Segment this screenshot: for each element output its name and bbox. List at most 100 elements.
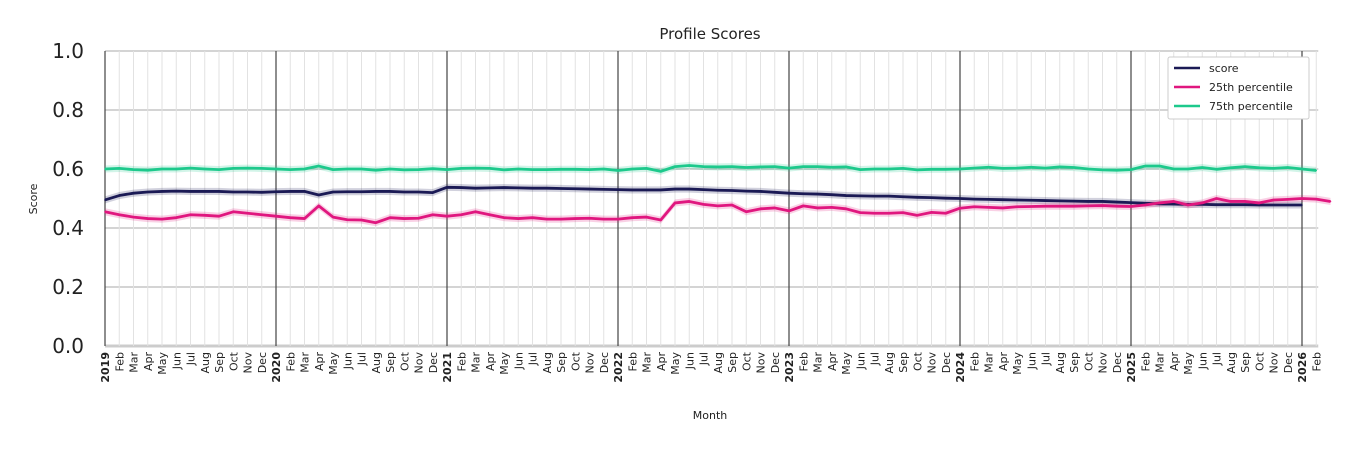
x-tick-label: Jul	[869, 352, 882, 366]
data-point	[389, 216, 391, 219]
data-point	[1115, 201, 1118, 203]
x-tick-label: Nov	[242, 352, 255, 374]
data-point	[845, 208, 847, 210]
data-point	[260, 213, 263, 216]
x-tick-label: Apr	[997, 352, 1010, 372]
data-point	[374, 190, 377, 193]
data-point	[659, 189, 662, 191]
data-point	[260, 191, 263, 194]
data-point	[531, 168, 534, 171]
x-tick-label: Dec	[1282, 352, 1295, 373]
data-point	[674, 188, 676, 190]
data-point	[1016, 205, 1018, 208]
data-point	[731, 165, 733, 168]
data-point	[1187, 168, 1189, 170]
data-point	[688, 188, 691, 190]
y-tick-label: 0.2	[52, 275, 84, 299]
data-point	[916, 169, 919, 171]
data-point	[716, 189, 719, 192]
x-tick-label: 2021	[441, 352, 454, 383]
data-point	[1073, 166, 1075, 169]
data-point	[773, 207, 776, 209]
data-point	[1030, 199, 1033, 202]
data-point	[203, 168, 206, 170]
data-point	[716, 205, 719, 207]
data-point	[446, 186, 448, 189]
data-point	[232, 191, 235, 193]
data-point	[232, 167, 235, 170]
data-point	[374, 221, 377, 224]
data-point	[189, 213, 192, 216]
x-tick-label: Aug	[370, 352, 383, 373]
legend-label-75th: 75th percentile	[1209, 100, 1293, 113]
data-point	[1073, 205, 1075, 207]
data-point	[289, 168, 292, 171]
data-point	[745, 190, 748, 192]
data-point	[346, 168, 349, 170]
data-point	[175, 168, 178, 170]
data-point	[1016, 199, 1018, 201]
x-tick-label: Sep	[384, 352, 397, 373]
data-point	[1101, 204, 1104, 207]
data-point	[1172, 200, 1175, 203]
data-point	[944, 197, 947, 200]
data-point	[545, 187, 548, 189]
data-point	[146, 191, 149, 193]
y-tick-label: 0.6	[52, 157, 84, 181]
x-tick-label: May	[156, 352, 169, 375]
x-tick-label: May	[1182, 352, 1195, 375]
data-point	[816, 165, 819, 168]
x-tick-label: Aug	[199, 352, 212, 373]
data-point	[1286, 166, 1289, 169]
x-tick-label: Aug	[1225, 352, 1238, 373]
x-tick-label: Aug	[712, 352, 725, 373]
data-point	[674, 202, 676, 204]
x-tick-label: Jul	[1040, 352, 1053, 366]
data-point	[317, 194, 320, 196]
y-tick-label: 0.0	[52, 334, 84, 358]
data-point	[417, 217, 420, 220]
data-point	[845, 166, 847, 168]
data-point	[645, 189, 648, 191]
legend-label-25th: 25th percentile	[1209, 81, 1293, 94]
data-point	[617, 188, 619, 191]
data-point	[403, 217, 406, 220]
data-point	[916, 214, 919, 217]
data-point	[1101, 200, 1104, 203]
x-tick-label: Nov	[584, 352, 597, 374]
x-tick-label: Jul	[527, 352, 540, 366]
data-point	[303, 168, 306, 170]
data-point	[1258, 204, 1261, 206]
data-point	[474, 187, 477, 189]
data-point	[788, 192, 790, 194]
data-point	[759, 190, 762, 193]
y-tick-label: 0.8	[52, 98, 84, 122]
data-point	[617, 218, 619, 220]
data-point	[1115, 205, 1118, 207]
data-point	[303, 190, 306, 193]
data-point	[873, 168, 876, 170]
data-point	[1301, 204, 1303, 206]
x-tick-label: Feb	[797, 352, 810, 371]
data-point	[1158, 202, 1161, 204]
data-point	[1073, 200, 1075, 202]
data-point	[161, 218, 163, 220]
x-tick-label: Nov	[755, 352, 768, 374]
x-tick-label: Jul	[698, 352, 711, 366]
data-point	[916, 196, 919, 199]
data-point	[560, 218, 562, 220]
x-tick-label: Nov	[1268, 352, 1281, 374]
data-point	[218, 168, 220, 171]
data-point	[930, 168, 933, 171]
x-tick-label: Dec	[1111, 352, 1124, 373]
data-point	[488, 187, 491, 189]
data-point	[474, 167, 477, 169]
x-tick-label: Sep	[555, 352, 568, 373]
data-point	[1272, 167, 1275, 170]
grid	[104, 50, 1319, 348]
data-point	[403, 191, 406, 193]
ci-band-2	[105, 161, 1317, 175]
data-point	[517, 187, 520, 189]
data-point	[973, 198, 976, 200]
data-point	[588, 217, 591, 220]
